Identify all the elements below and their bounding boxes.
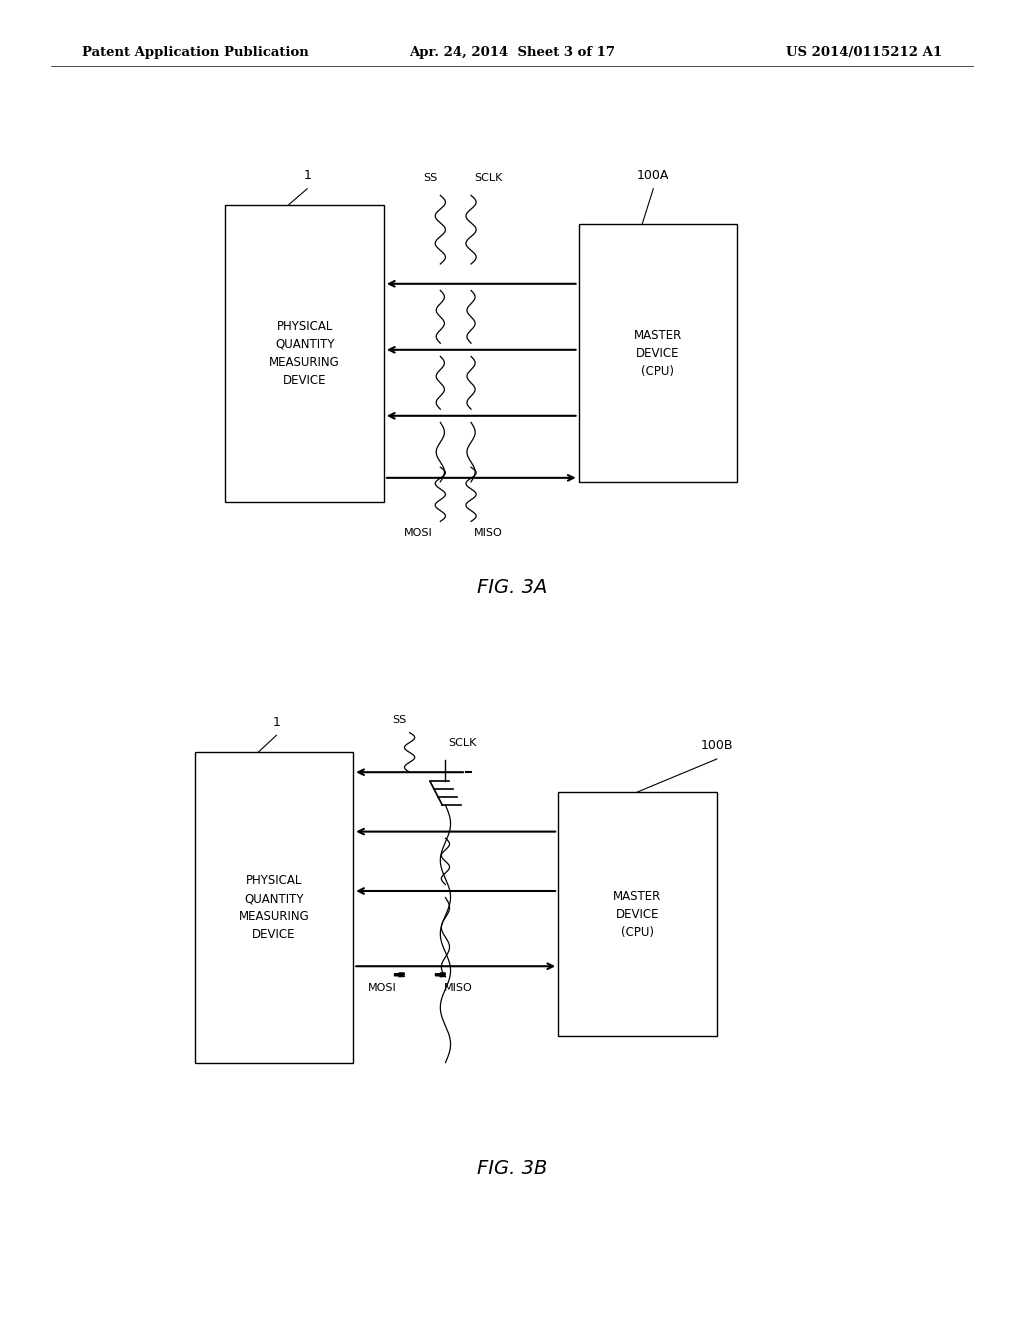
Bar [579,224,737,482]
Bar [225,205,384,502]
Text: 1: 1 [272,715,281,729]
Text: SCLK: SCLK [474,173,503,183]
Text: MISO: MISO [443,983,472,994]
Text: Apr. 24, 2014  Sheet 3 of 17: Apr. 24, 2014 Sheet 3 of 17 [409,46,615,59]
Text: 1: 1 [303,169,311,182]
Text: SS: SS [392,714,407,725]
Text: SS: SS [423,173,437,183]
Text: MOSI: MOSI [368,983,396,994]
Bar [195,752,353,1063]
Text: 100B: 100B [700,739,733,752]
Text: Patent Application Publication: Patent Application Publication [82,46,308,59]
Text: MASTER
DEVICE
(CPU): MASTER DEVICE (CPU) [634,329,682,378]
Text: PHYSICAL
QUANTITY
MEASURING
DEVICE: PHYSICAL QUANTITY MEASURING DEVICE [269,319,340,387]
Text: FIG. 3B: FIG. 3B [477,1159,547,1177]
Text: MISO: MISO [474,528,503,539]
Bar [558,792,717,1036]
Text: SCLK: SCLK [449,738,477,748]
Text: US 2014/0115212 A1: US 2014/0115212 A1 [786,46,942,59]
Text: FIG. 3A: FIG. 3A [477,578,547,597]
Text: MOSI: MOSI [403,528,432,539]
Text: PHYSICAL
QUANTITY
MEASURING
DEVICE: PHYSICAL QUANTITY MEASURING DEVICE [239,874,309,941]
Text: MASTER
DEVICE
(CPU): MASTER DEVICE (CPU) [613,890,662,939]
Text: 100A: 100A [637,169,670,182]
